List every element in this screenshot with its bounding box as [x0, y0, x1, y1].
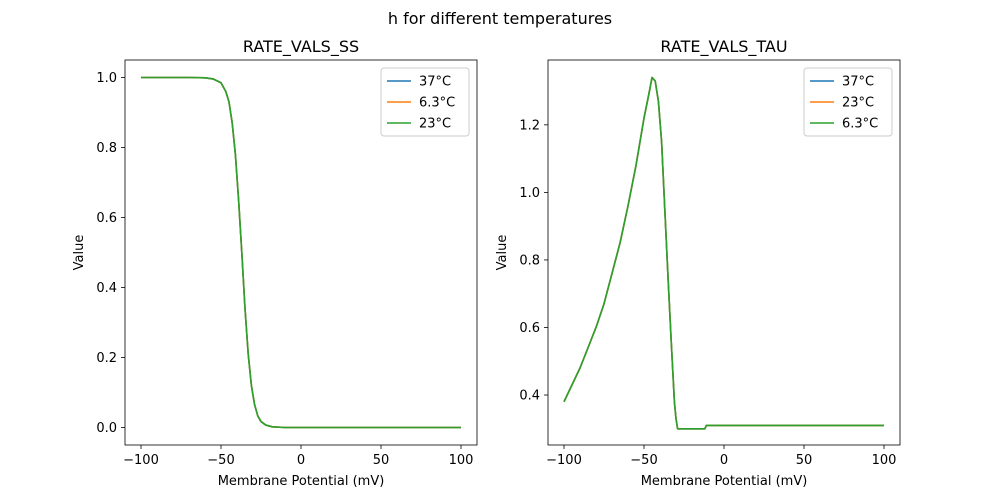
legend-entry: 23°C: [419, 117, 451, 132]
y-axis-label: Value: [72, 235, 87, 271]
panel-2-title: RATE_VALS_TAU: [660, 37, 787, 57]
x-tick-label: 100: [872, 453, 897, 468]
y-tick-label: 0.8: [519, 253, 540, 268]
x-tick-label: 50: [796, 453, 813, 468]
legend: 37°C 6.3°C 23°C: [380, 67, 470, 137]
x-tick-label: −50: [630, 453, 657, 468]
y-tick-label: 0.6: [96, 211, 117, 226]
y-tick-label: 0.6: [519, 321, 540, 336]
legend-entry: 23°C: [842, 96, 874, 111]
legend: 37°C 23°C 6.3°C: [803, 67, 893, 137]
figure-suptitle: h for different temperatures: [388, 9, 612, 28]
panel-1-title: RATE_VALS_SS: [243, 37, 359, 57]
x-axis-label: Membrane Potential (mV): [641, 474, 808, 489]
legend-box: [380, 67, 470, 137]
series-line-6.3°C: [563, 76, 884, 430]
y-tick-label: 0.4: [96, 281, 117, 296]
x-axis-label: Membrane Potential (mV): [218, 474, 385, 489]
legend-entry: 37°C: [842, 75, 874, 90]
x-tick-label: 100: [449, 453, 474, 468]
x-tick-label: 50: [373, 453, 390, 468]
axes-frame: [547, 59, 901, 446]
panel-2: RATE_VALS_TAU −100 −50 0 50 100 0.4 0.6 0.8 1.0 1.…: [495, 37, 901, 489]
legend-entry: 6.3°C: [842, 117, 878, 132]
x-tick-label: 0: [720, 453, 728, 468]
y-tick-label: 0.4: [519, 389, 540, 404]
y-tick-label: 1.2: [519, 118, 540, 133]
y-tick-label: 1.0: [519, 186, 540, 201]
y-tick-label: 0.2: [96, 351, 117, 366]
x-tick-label: −50: [207, 453, 234, 468]
y-tick-label: 0.8: [96, 141, 117, 156]
legend-entry: 6.3°C: [419, 96, 455, 111]
panel-1: RATE_VALS_SS −100 −50 0 50 100 0.0 0.2 0.4 0.6 0.8…: [72, 37, 478, 489]
legend-box: [803, 67, 893, 137]
panels: RATE_VALS_SS −100 −50 0 50 100 0.0 0.2 0.4 0.6 0.8…: [72, 37, 901, 489]
x-tick-label: −100: [123, 453, 159, 468]
y-tick-label: 1.0: [96, 71, 117, 86]
series-line-23°C: [141, 76, 461, 429]
y-axis-label: Value: [495, 235, 510, 271]
x-tick-label: 0: [297, 453, 305, 468]
legend-entry: 37°C: [419, 75, 451, 90]
y-tick-label: 0.0: [96, 421, 117, 436]
x-tick-label: −100: [546, 453, 582, 468]
axes-frame: [124, 59, 478, 446]
